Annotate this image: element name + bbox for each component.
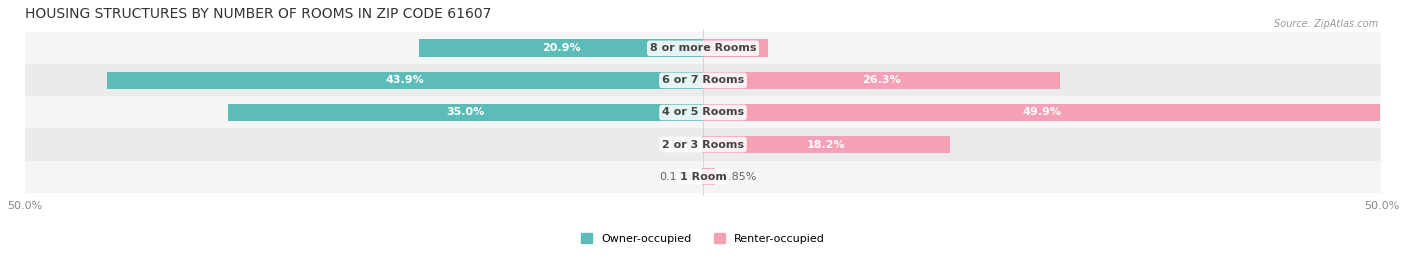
Text: 18.2%: 18.2% [807, 140, 846, 150]
Text: HOUSING STRUCTURES BY NUMBER OF ROOMS IN ZIP CODE 61607: HOUSING STRUCTURES BY NUMBER OF ROOMS IN… [24, 7, 491, 21]
Bar [228, 104, 703, 121]
Text: 26.3%: 26.3% [862, 75, 901, 85]
Text: Source: ZipAtlas.com: Source: ZipAtlas.com [1274, 19, 1378, 29]
Bar [24, 129, 1382, 161]
Bar [703, 168, 714, 185]
Bar [419, 39, 703, 57]
Bar [107, 72, 703, 89]
Text: 0.11%: 0.11% [659, 172, 695, 182]
Text: 43.9%: 43.9% [385, 75, 425, 85]
Text: 0.11%: 0.11% [659, 140, 695, 150]
Text: 4.8%: 4.8% [720, 43, 751, 53]
Bar [24, 161, 1382, 193]
Text: 0.85%: 0.85% [721, 172, 756, 182]
Text: 49.9%: 49.9% [1022, 107, 1062, 117]
Bar [24, 32, 1382, 64]
Text: 1 Room: 1 Room [679, 172, 727, 182]
Bar [702, 168, 703, 185]
Bar [703, 39, 768, 57]
Bar [24, 96, 1382, 129]
Text: 4 or 5 Rooms: 4 or 5 Rooms [662, 107, 744, 117]
Bar [24, 64, 1382, 96]
Text: 20.9%: 20.9% [541, 43, 581, 53]
Text: 35.0%: 35.0% [447, 107, 485, 117]
Text: 6 or 7 Rooms: 6 or 7 Rooms [662, 75, 744, 85]
Bar [703, 72, 1060, 89]
Legend: Owner-occupied, Renter-occupied: Owner-occupied, Renter-occupied [576, 229, 830, 249]
Text: 2 or 3 Rooms: 2 or 3 Rooms [662, 140, 744, 150]
Bar [703, 104, 1381, 121]
Text: 8 or more Rooms: 8 or more Rooms [650, 43, 756, 53]
Bar [702, 136, 703, 153]
Bar [703, 136, 950, 153]
